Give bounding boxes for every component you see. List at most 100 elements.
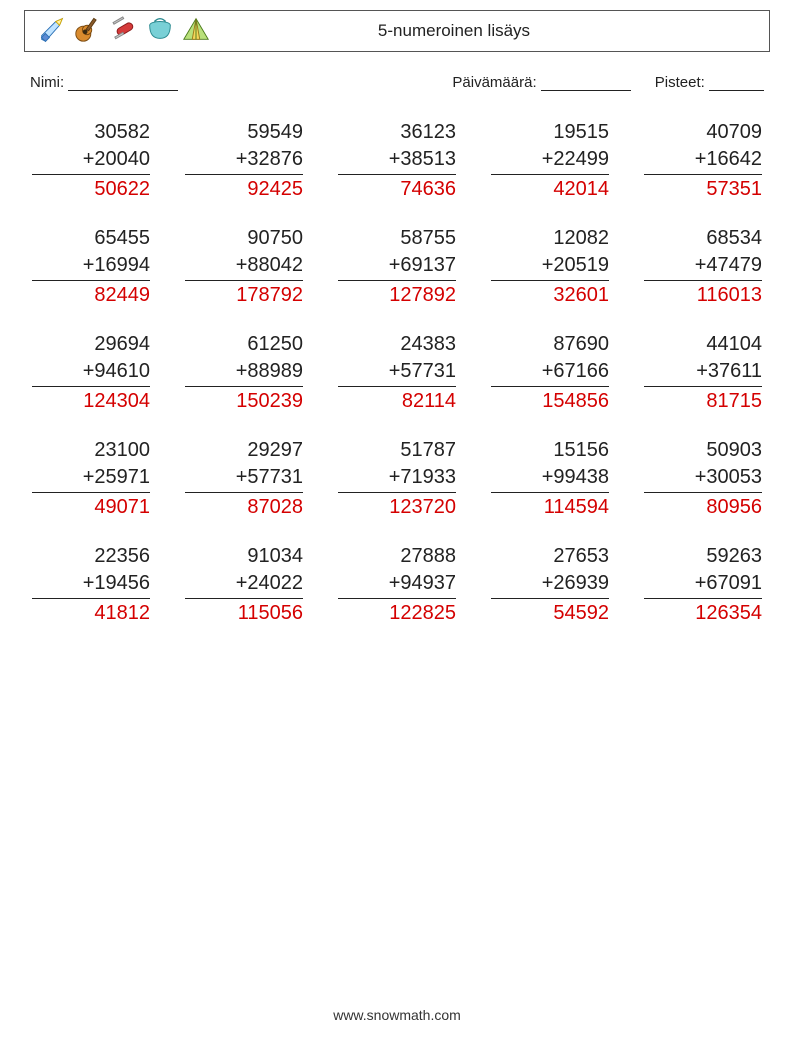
- name-label: Nimi:: [30, 74, 64, 91]
- problem: 58755+69137127892: [338, 225, 456, 309]
- addend-top: 59549: [185, 119, 303, 146]
- addend-top: 12082: [491, 225, 609, 252]
- problem: 40709+1664257351: [644, 119, 762, 203]
- problem: 19515+2249942014: [491, 119, 609, 203]
- answer: 80956: [644, 493, 762, 521]
- addend-top: 27888: [338, 543, 456, 570]
- problem: 59263+67091126354: [644, 543, 762, 627]
- addend-bottom: +67091: [644, 570, 762, 599]
- answer: 81715: [644, 387, 762, 415]
- problem: 59549+3287692425: [185, 119, 303, 203]
- problem: 87690+67166154856: [491, 331, 609, 415]
- answer: 87028: [185, 493, 303, 521]
- addend-bottom: +20519: [491, 252, 609, 281]
- name-blank[interactable]: [68, 76, 178, 91]
- answer: 32601: [491, 281, 609, 309]
- answer: 127892: [338, 281, 456, 309]
- answer: 124304: [32, 387, 150, 415]
- addend-top: 30582: [32, 119, 150, 146]
- problem: 30582+2004050622: [32, 119, 150, 203]
- problem: 27888+94937122825: [338, 543, 456, 627]
- meta-row: Nimi: Päivämäärä: Pisteet:: [24, 74, 770, 91]
- addend-top: 58755: [338, 225, 456, 252]
- addend-bottom: +69137: [338, 252, 456, 281]
- answer: 123720: [338, 493, 456, 521]
- problem: 90750+88042178792: [185, 225, 303, 309]
- addend-top: 68534: [644, 225, 762, 252]
- worksheet-title: 5-numeroinen lisäys: [211, 21, 757, 41]
- addend-bottom: +57731: [185, 464, 303, 493]
- answer: 150239: [185, 387, 303, 415]
- problem-row: 23100+2597149071 29297+5773187028 51787+71…: [32, 437, 762, 521]
- tent-icon: [181, 14, 211, 49]
- answer: 41812: [32, 599, 150, 627]
- addend-top: 59263: [644, 543, 762, 570]
- problem: 61250+88989150239: [185, 331, 303, 415]
- answer: 122825: [338, 599, 456, 627]
- answer: 82114: [338, 387, 456, 415]
- guitar-icon: [73, 14, 103, 49]
- addend-top: 15156: [491, 437, 609, 464]
- addend-bottom: +30053: [644, 464, 762, 493]
- problem: 23100+2597149071: [32, 437, 150, 521]
- addend-top: 29297: [185, 437, 303, 464]
- problem: 68534+47479116013: [644, 225, 762, 309]
- addend-bottom: +57731: [338, 358, 456, 387]
- problem: 36123+3851374636: [338, 119, 456, 203]
- addend-bottom: +20040: [32, 146, 150, 175]
- problem-row: 65455+169948244990750+8804217879258755+6…: [32, 225, 762, 309]
- addend-bottom: +24022: [185, 570, 303, 599]
- problem: 27653+2693954592: [491, 543, 609, 627]
- problem: 29297+5773187028: [185, 437, 303, 521]
- problem: 29694+94610124304: [32, 331, 150, 415]
- problem: 91034+24022115056: [185, 543, 303, 627]
- problem: 50903+3005380956: [644, 437, 762, 521]
- addend-bottom: +88989: [185, 358, 303, 387]
- problem-row: 22356+1945641812 91034+24022115056 27888+9…: [32, 543, 762, 627]
- score-blank[interactable]: [709, 76, 764, 91]
- pot-icon: [145, 14, 175, 49]
- answer: 178792: [185, 281, 303, 309]
- header-icons: [37, 14, 211, 49]
- problem: 44104+3761181715: [644, 331, 762, 415]
- answer: 74636: [338, 175, 456, 203]
- addend-bottom: +99438: [491, 464, 609, 493]
- answer: 114594: [491, 493, 609, 521]
- answer: 92425: [185, 175, 303, 203]
- footer-link[interactable]: www.snowmath.com: [0, 1007, 794, 1023]
- addend-top: 19515: [491, 119, 609, 146]
- addend-bottom: +26939: [491, 570, 609, 599]
- addend-bottom: +16994: [32, 252, 150, 281]
- addend-top: 40709: [644, 119, 762, 146]
- date-label: Päivämäärä:: [452, 74, 536, 91]
- addend-bottom: +88042: [185, 252, 303, 281]
- addend-bottom: +37611: [644, 358, 762, 387]
- addend-bottom: +19456: [32, 570, 150, 599]
- problem: 22356+1945641812: [32, 543, 150, 627]
- problem: 12082+2051932601: [491, 225, 609, 309]
- addend-top: 24383: [338, 331, 456, 358]
- addend-top: 44104: [644, 331, 762, 358]
- addend-top: 23100: [32, 437, 150, 464]
- addend-top: 50903: [644, 437, 762, 464]
- problem: 15156+99438114594: [491, 437, 609, 521]
- score-label: Pisteet:: [655, 74, 705, 91]
- addend-bottom: +67166: [491, 358, 609, 387]
- problem: 51787+71933123720: [338, 437, 456, 521]
- addend-bottom: +32876: [185, 146, 303, 175]
- addend-top: 27653: [491, 543, 609, 570]
- answer: 126354: [644, 599, 762, 627]
- addend-top: 90750: [185, 225, 303, 252]
- problem-row: 30582+2004050622 59549+3287692425 36123+38…: [32, 119, 762, 203]
- header-box: 5-numeroinen lisäys: [24, 10, 770, 52]
- addend-top: 36123: [338, 119, 456, 146]
- answer: 116013: [644, 281, 762, 309]
- addend-bottom: +71933: [338, 464, 456, 493]
- addend-top: 61250: [185, 331, 303, 358]
- problem-row: 29694+9461012430461250+8898915023924383+…: [32, 331, 762, 415]
- date-blank[interactable]: [541, 76, 631, 91]
- addend-top: 22356: [32, 543, 150, 570]
- addend-top: 51787: [338, 437, 456, 464]
- addend-top: 91034: [185, 543, 303, 570]
- addend-bottom: +22499: [491, 146, 609, 175]
